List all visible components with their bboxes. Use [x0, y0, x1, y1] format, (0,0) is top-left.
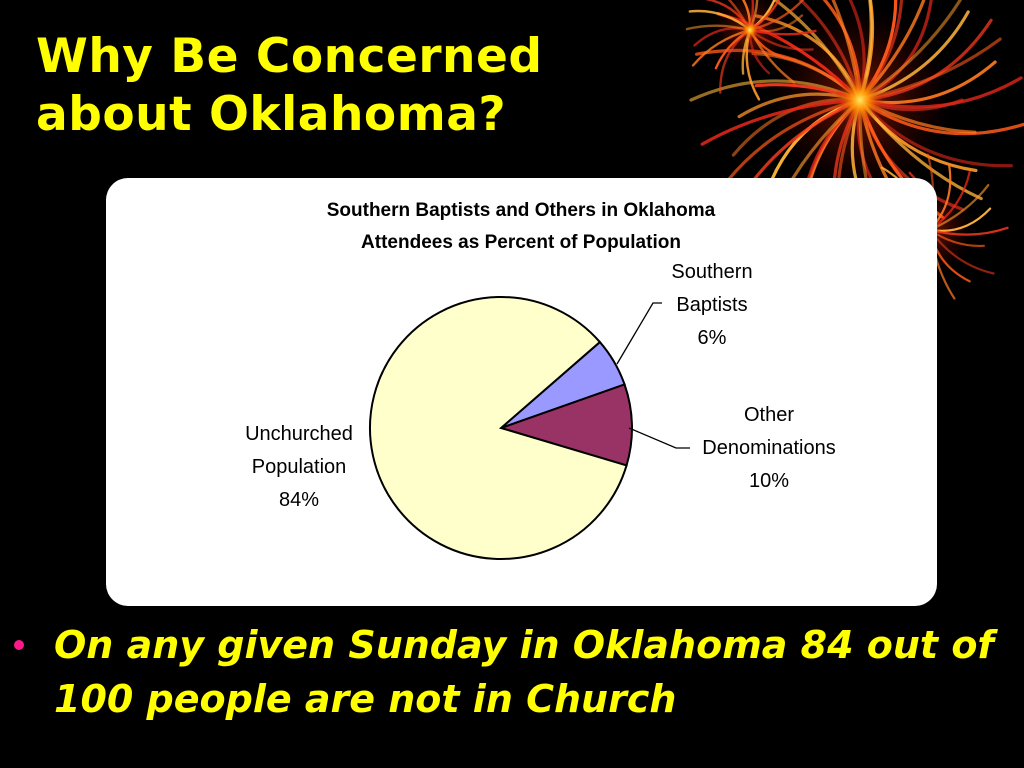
slice-label-0-line-2: 6% — [698, 327, 727, 349]
slice-label-1-line-0: Other — [744, 404, 794, 426]
slice-label-1-line-1: Denominations — [702, 437, 835, 459]
pie-slice-2 — [369, 296, 628, 560]
pie-slice-1 — [497, 383, 633, 467]
pie-labels: Southern Baptists 6% Other Denominations 10% U… — [245, 261, 836, 511]
chart-title-line-1: Southern Baptists and Others in Oklahoma — [327, 200, 716, 221]
pie-chart: Southern Baptists and Others in Oklahoma… — [245, 200, 836, 560]
slice-label-0-line-0: Southern — [671, 261, 752, 283]
slice-label-1-line-2: 10% — [749, 470, 789, 492]
bullet-text: On any given Sunday in Oklahoma 84 out o… — [54, 623, 994, 721]
slide-title-line-2: about Oklahoma? — [36, 87, 507, 142]
chart-panel: Southern Baptists and Others in Oklahoma… — [106, 178, 937, 606]
slice-label-0-line-1: Baptists — [676, 294, 747, 316]
pie-slices — [369, 296, 633, 560]
slide-title-line-1: Why Be Concerned — [36, 29, 543, 84]
slice-label-2-line-2: 84% — [279, 489, 319, 511]
slice-label-2-line-1: Population — [252, 456, 347, 478]
bullet-marker — [14, 640, 24, 650]
chart-title-line-2: Attendees as Percent of Population — [361, 232, 681, 253]
leader-line-1 — [628, 427, 690, 449]
slice-label-2-line-0: Unchurched — [245, 423, 353, 445]
leader-line-0 — [616, 302, 662, 365]
slide-title: Why Be Concerned about Oklahoma? — [36, 28, 543, 144]
